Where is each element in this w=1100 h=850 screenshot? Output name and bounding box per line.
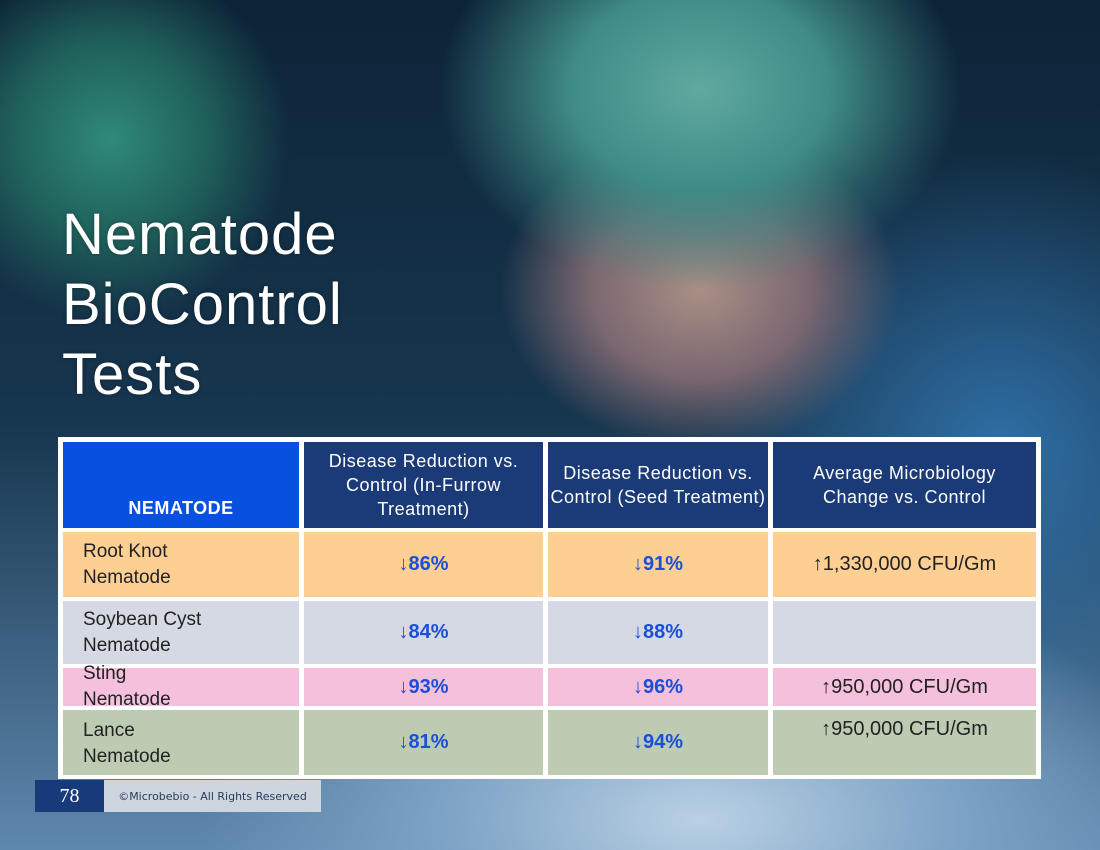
results-table: NEMATODE Disease Reduction vs. Control (… (58, 437, 1041, 779)
title-line: BioControl (62, 272, 343, 337)
cell-microbiology: ↑950,000 CFU/Gm (773, 710, 1036, 775)
cell-name: Root Knot Nematode (63, 532, 299, 597)
cell-in-furrow: ↓84% (304, 601, 543, 664)
cell-seed: ↓94% (548, 710, 768, 775)
cell-microbiology (773, 601, 1036, 664)
cell-in-furrow: ↓81% (304, 710, 543, 775)
header-in-furrow: Disease Reduction vs. Control (In-Furrow… (304, 442, 543, 528)
cell-name: Lance Nematode (63, 710, 299, 775)
header-seed: Disease Reduction vs. Control (Seed Trea… (548, 442, 768, 528)
copyright: ©Microbebio - All Rights Reserved (104, 780, 321, 812)
cell-in-furrow: ↓93% (304, 668, 543, 706)
page-number: 78 (35, 780, 104, 812)
cell-seed: ↓88% (548, 601, 768, 664)
cell-microbiology: ↑950,000 CFU/Gm (773, 668, 1036, 706)
cell-in-furrow: ↓86% (304, 532, 543, 597)
cell-seed: ↓91% (548, 532, 768, 597)
title-line: Tests (62, 342, 203, 407)
page-title: Nematode BioControl Tests (62, 200, 343, 410)
header-microbiology: Average Microbiology Change vs. Control (773, 442, 1036, 528)
header-nematode: NEMATODE (63, 442, 299, 528)
cell-seed: ↓96% (548, 668, 768, 706)
cell-microbiology: ↑1,330,000 CFU/Gm (773, 532, 1036, 597)
cell-name: Sting Nematode (63, 663, 299, 710)
title-line: Nematode (62, 202, 338, 267)
cell-name: Soybean Cyst Nematode (63, 601, 299, 664)
